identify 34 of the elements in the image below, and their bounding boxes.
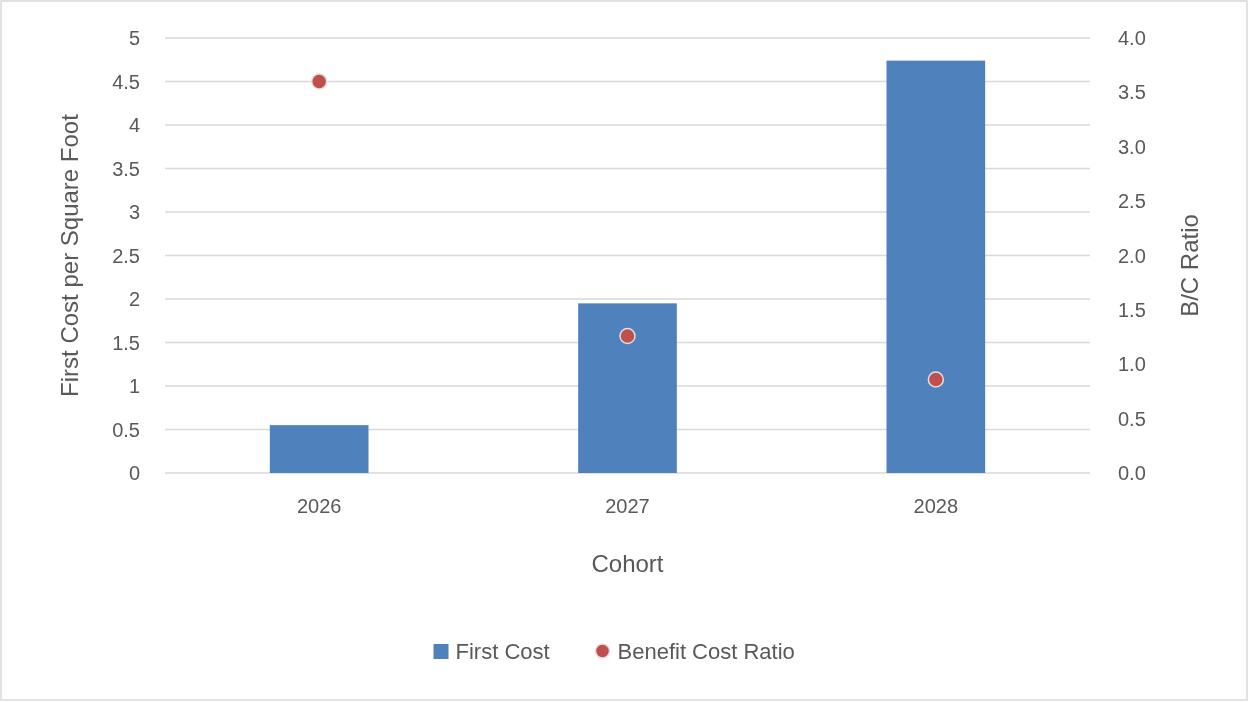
x-tick-label: 2026 [296, 495, 342, 517]
y-tick-label: 5 [128, 27, 140, 49]
y2-tick-label: 4.0 [1118, 27, 1146, 49]
y2-axis-title: B/C Ratio [1176, 214, 1203, 317]
y2-tick-label: 2.5 [1118, 190, 1146, 213]
bar [269, 425, 369, 473]
y-tick-label: 4.5 [112, 70, 140, 93]
y2-tick-label: 3.5 [1118, 81, 1146, 104]
y-tick-label: 0.5 [112, 418, 140, 441]
y-tick-label: 0 [128, 462, 140, 484]
y2-tick-label: 1.5 [1118, 298, 1146, 321]
bar [578, 303, 677, 473]
y-tick-label: 4 [128, 114, 140, 136]
y-tick-label: 2.5 [112, 244, 140, 267]
legend-label: Benefit Cost Ratio [617, 638, 795, 664]
bar [886, 60, 986, 473]
y-tick-label: 3.5 [112, 157, 140, 180]
point [310, 73, 328, 90]
y2-tick-label: 0.0 [1118, 462, 1146, 484]
legend-label: First Cost [455, 638, 550, 664]
y2-tick-label: 3.0 [1118, 135, 1146, 158]
point [619, 327, 636, 345]
y-tick-label: 1.5 [112, 331, 140, 354]
y-tick-label: 1 [128, 375, 140, 397]
x-tick-label: 2027 [605, 495, 650, 517]
x-tick-label: 2028 [913, 495, 959, 517]
y2-tick-label: 0.5 [1118, 407, 1146, 430]
y-axis-title: First Cost per Square Foot [56, 113, 83, 397]
point [927, 371, 945, 388]
x-axis-title: Cohort [591, 550, 664, 577]
y2-tick-label: 1.0 [1118, 353, 1146, 376]
y2-tick-label: 2.0 [1118, 244, 1146, 267]
y-tick-label: 3 [128, 201, 140, 223]
y-tick-label: 2 [128, 288, 140, 310]
